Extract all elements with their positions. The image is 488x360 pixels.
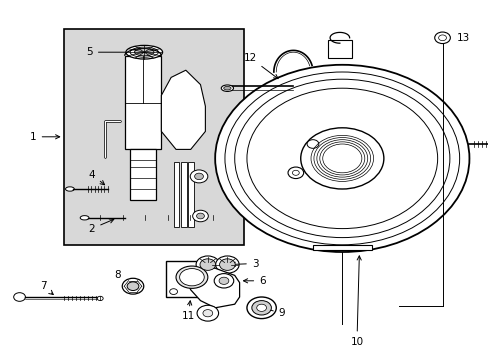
Ellipse shape (80, 216, 89, 220)
Text: 1: 1 (30, 132, 60, 142)
Bar (124, 56, 161, 149)
Circle shape (256, 304, 266, 311)
Circle shape (196, 213, 204, 219)
Polygon shape (161, 70, 205, 149)
Circle shape (197, 305, 218, 321)
Text: 6: 6 (243, 276, 265, 286)
Circle shape (434, 32, 449, 44)
Ellipse shape (176, 266, 207, 288)
Text: 2: 2 (88, 219, 114, 234)
Circle shape (306, 140, 318, 148)
Circle shape (192, 210, 208, 222)
Circle shape (196, 256, 219, 273)
Text: 5: 5 (86, 47, 140, 57)
Text: 9: 9 (265, 308, 285, 318)
Ellipse shape (221, 85, 233, 91)
Polygon shape (185, 268, 239, 308)
Text: 8: 8 (114, 270, 130, 284)
Text: 12: 12 (243, 53, 278, 79)
Circle shape (215, 65, 468, 252)
Circle shape (200, 259, 215, 270)
Circle shape (97, 296, 103, 301)
Text: 10: 10 (350, 256, 363, 347)
Circle shape (300, 128, 383, 189)
Bar (166, 261, 217, 297)
Circle shape (287, 167, 303, 179)
Text: 13: 13 (456, 33, 469, 43)
Circle shape (219, 277, 228, 284)
Text: 3: 3 (231, 258, 258, 269)
Circle shape (122, 278, 143, 294)
Bar (181, 162, 186, 227)
Text: 4: 4 (88, 170, 104, 185)
Circle shape (14, 293, 25, 301)
Ellipse shape (179, 269, 204, 286)
Circle shape (251, 301, 271, 315)
Bar (173, 162, 179, 227)
Bar (188, 162, 194, 227)
Circle shape (215, 256, 239, 273)
Bar (63, 29, 244, 245)
Circle shape (214, 274, 233, 288)
Ellipse shape (65, 187, 74, 191)
Bar (129, 149, 156, 200)
Circle shape (190, 170, 207, 183)
Text: 7: 7 (40, 281, 53, 294)
Bar (312, 245, 371, 250)
Ellipse shape (125, 45, 162, 59)
Circle shape (219, 259, 235, 270)
Ellipse shape (224, 86, 231, 90)
Circle shape (194, 173, 203, 180)
Text: 11: 11 (181, 301, 195, 321)
Circle shape (203, 310, 212, 317)
Circle shape (246, 297, 276, 319)
Bar (327, 40, 351, 58)
Circle shape (169, 289, 177, 294)
Ellipse shape (134, 49, 154, 56)
Circle shape (127, 282, 139, 291)
